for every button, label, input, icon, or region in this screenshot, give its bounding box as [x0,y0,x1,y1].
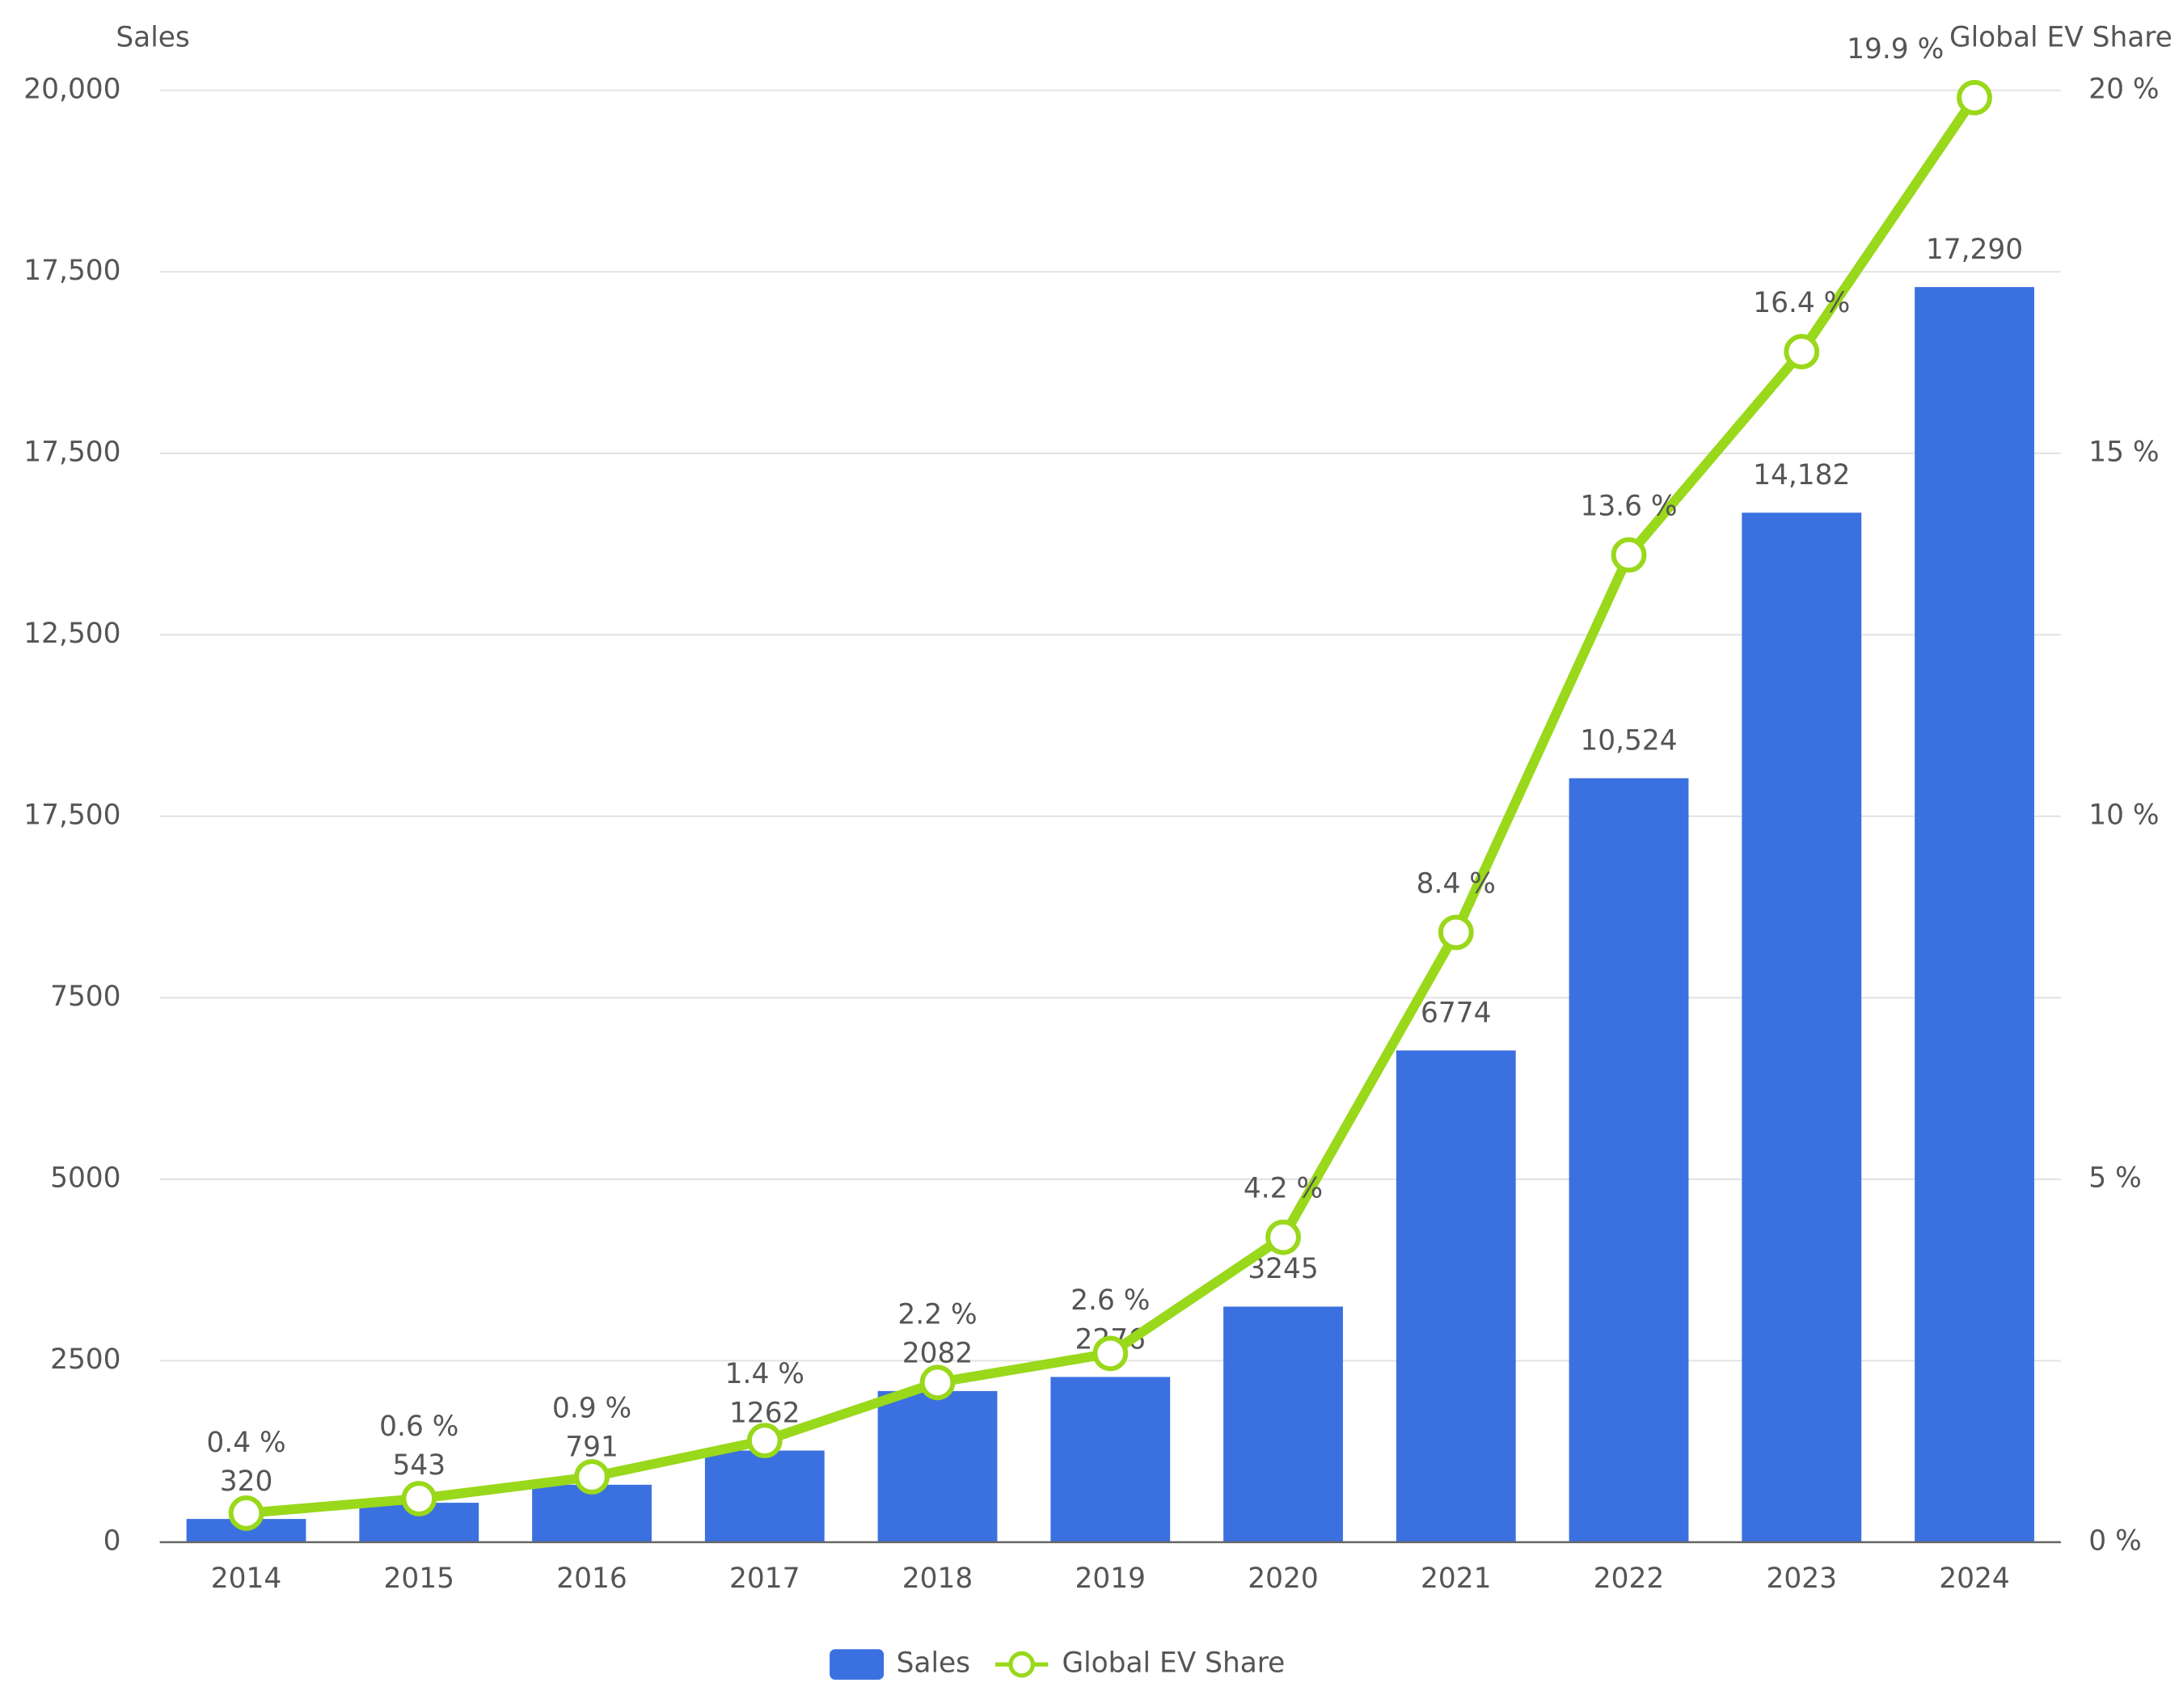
share-value-label: 16.4 % [1753,287,1850,319]
y-tick-label: 7500 [50,981,120,1013]
y-tick-label: 17,500 [23,799,120,831]
bar [1915,287,2034,1542]
share-value-label: 2.6 % [1070,1284,1150,1317]
bar-value-label: 2082 [902,1338,973,1370]
x-tick-label: 2021 [1421,1563,1491,1595]
share-point [228,1495,264,1531]
x-tick-label: 2014 [211,1563,281,1595]
bar-value-label: 320 [220,1466,273,1498]
x-tick-label: 2022 [1594,1563,1664,1595]
share-point [746,1423,783,1459]
y-tick-label: 20,000 [23,73,120,105]
share-point [919,1364,956,1401]
bar [1396,1050,1516,1542]
bar [704,1450,825,1542]
share-point [1611,537,1647,573]
x-tick-label: 2019 [1075,1563,1146,1595]
bar [1223,1306,1343,1542]
legend-label: Global EV Share [1062,1647,1285,1680]
y-tick-label: 12,500 [23,618,120,650]
share-point [574,1459,610,1495]
share-value-label: 2.2 % [897,1299,977,1331]
bar-value-label: 6774 [1421,997,1491,1029]
x-tick-label: 2024 [1939,1563,2009,1595]
bar [1050,1377,1171,1542]
x-tick-label: 2016 [556,1563,627,1595]
share-point [1784,334,1820,369]
bar-value-label: 14,182 [1753,459,1850,491]
y-tick-label: 0 [103,1525,121,1557]
share-point [1092,1335,1129,1372]
share-value-label: 13.6 % [1580,491,1677,523]
x-tick-label: 2020 [1248,1563,1318,1595]
share-value-label: 0.9 % [552,1393,631,1425]
y2-tick-label: 10 % [2088,799,2159,831]
x-tick-label: 2018 [902,1563,973,1595]
y-tick-label: 5000 [50,1162,120,1194]
share-value-label: 4.2 % [1244,1173,1323,1205]
y-tick-label: 17,500 [23,255,120,287]
y-tick-label: 17,500 [23,436,120,468]
y2-axis-title: Global EV Share [1949,22,2173,54]
share-point [1265,1219,1301,1255]
share-value-label: 0.6 % [379,1411,458,1443]
legend-swatch [830,1649,885,1681]
x-tick-label: 2023 [1767,1563,1837,1595]
x-tick-label: 2015 [384,1563,454,1595]
bar [1569,778,1689,1542]
y-tick-label: 2500 [50,1343,120,1376]
bar-value-label: 17,290 [1926,234,2023,266]
share-value-label: 1.4 % [725,1358,804,1390]
y2-tick-label: 20 % [2088,73,2159,105]
bar-value-label: 791 [565,1432,619,1464]
y2-tick-label: 15 % [2088,436,2159,468]
share-point [1438,914,1474,951]
y2-tick-label: 0 % [2088,1525,2141,1557]
share-value-label: 19.9 % [1847,33,1944,65]
share-point [401,1481,437,1516]
bar-value-label: 543 [392,1449,446,1482]
legend-label: Sales [897,1647,970,1680]
x-tick-label: 2017 [729,1563,800,1595]
bar [877,1390,998,1542]
share-point [1957,79,1992,116]
share-value-label: 8.4 % [1417,868,1496,900]
legend-swatch [1008,1651,1035,1678]
bar [1742,512,1862,1542]
bar-value-label: 10,524 [1580,725,1677,757]
share-value-label: 0.4 % [206,1427,285,1459]
y2-tick-label: 5 % [2088,1162,2141,1194]
y-axis-title: Sales [116,22,189,54]
